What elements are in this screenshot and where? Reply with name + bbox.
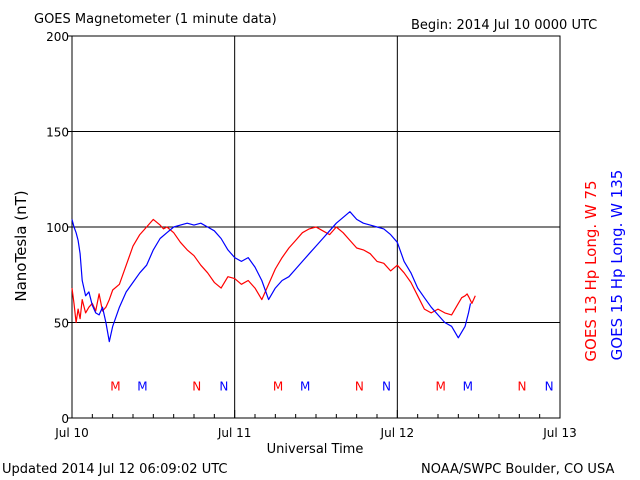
x-axis-label: Universal Time — [267, 442, 364, 457]
chart-title: GOES Magnetometer (1 minute data) — [34, 12, 277, 27]
x-tick-labels: Jul 10 Jul 11 Jul 12 Jul 13 — [54, 426, 577, 440]
midnight-marker: M — [463, 380, 473, 394]
noon-marker: N — [192, 380, 201, 394]
midnight-marker: M — [110, 380, 120, 394]
y-axis-label: NanoTesla (nT) — [12, 190, 30, 301]
updated-timestamp: Updated 2014 Jul 12 06:09:02 UTC — [2, 462, 227, 477]
midnight-marker: M — [436, 380, 446, 394]
noon-marker: N — [518, 380, 527, 394]
y-tick-label: 50 — [54, 317, 69, 331]
x-tick-label: Jul 13 — [542, 426, 577, 440]
plot-grid — [67, 35, 561, 419]
y-tick-label: 200 — [46, 30, 69, 44]
legend-goes15: GOES 15 Hp Long. W 135 — [608, 170, 626, 361]
noon-marker: N — [219, 380, 228, 394]
series-goes15-line — [71, 211, 472, 343]
y-tick-label: 0 — [61, 412, 69, 426]
x-tick-label: Jul 10 — [54, 426, 89, 440]
midnight-marker: M — [300, 380, 310, 394]
noon-marker: N — [545, 380, 554, 394]
legend-goes13: GOES 13 Hp Long. W 75 — [582, 180, 600, 361]
y-tick-labels: 0 50 100 150 200 — [46, 30, 69, 426]
begin-time: Begin: 2014 Jul 10 0000 UTC — [411, 18, 597, 33]
x-tick-label: Jul 11 — [217, 426, 252, 440]
midnight-marker: M — [273, 380, 283, 394]
credit-text: NOAA/SWPC Boulder, CO USA — [421, 462, 614, 477]
midnight-marker: M — [137, 380, 147, 394]
y-tick-label: 100 — [46, 221, 69, 235]
series-goes13-line — [71, 218, 476, 324]
x-tick-label: Jul 12 — [380, 426, 415, 440]
noon-marker: N — [355, 380, 364, 394]
data-lines — [71, 211, 476, 343]
noon-marker: N — [382, 380, 391, 394]
y-tick-label: 150 — [46, 126, 69, 140]
